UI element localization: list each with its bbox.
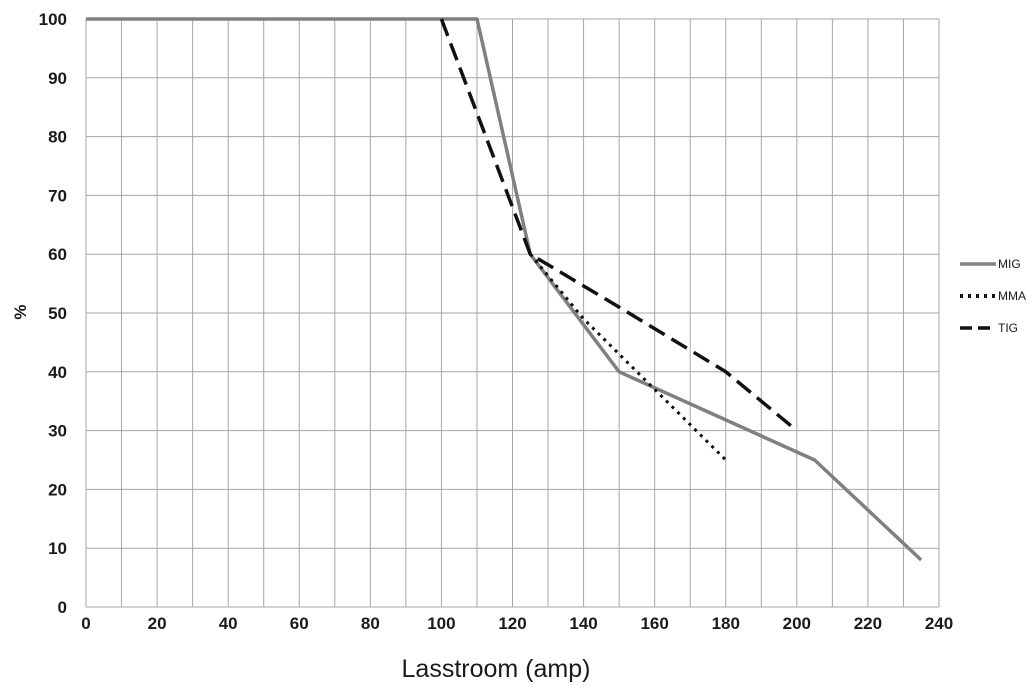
y-axis-ticks: 0 10 20 30 40 50 60 70 80 90 100	[39, 10, 67, 617]
series-line-mig	[86, 17, 923, 562]
series-line-tig	[439, 18, 798, 432]
x-axis-ticks: 0 20 40 60 80 100 120 140 160 180 200 220 240	[81, 614, 953, 633]
legend: MIG MMA TIG	[960, 257, 1026, 335]
x-tick-label: 200	[783, 614, 811, 633]
y-tick-label: 90	[48, 69, 67, 88]
y-tick-label: 100	[39, 10, 67, 29]
x-tick-label: 80	[361, 614, 380, 633]
x-tick-label: 160	[640, 614, 668, 633]
y-tick-label: 70	[48, 186, 67, 205]
y-tick-label: 60	[48, 245, 67, 264]
y-tick-label: 80	[48, 128, 67, 147]
x-tick-label: 180	[712, 614, 740, 633]
legend-label-tig: TIG	[998, 321, 1018, 335]
y-tick-label: 10	[48, 539, 67, 558]
x-tick-label: 20	[148, 614, 167, 633]
y-axis-title: %	[11, 304, 30, 319]
y-tick-label: 20	[48, 480, 67, 499]
legend-label-mma: MMA	[998, 289, 1026, 303]
y-tick-label: 30	[48, 422, 67, 441]
y-tick-label: 0	[58, 598, 67, 617]
x-tick-label: 120	[498, 614, 526, 633]
x-tick-label: 140	[569, 614, 597, 633]
x-tick-label: 0	[81, 614, 90, 633]
x-axis-title: Lasstroom (amp)	[402, 655, 591, 683]
x-tick-label: 240	[925, 614, 953, 633]
x-tick-label: 100	[427, 614, 455, 633]
y-tick-label: 50	[48, 304, 67, 323]
x-tick-label: 220	[854, 614, 882, 633]
y-tick-label: 40	[48, 363, 67, 382]
grid	[85, 18, 940, 608]
x-tick-label: 60	[290, 614, 309, 633]
x-tick-label: 40	[219, 614, 238, 633]
series-line-mma	[529, 253, 727, 462]
series-lines	[86, 17, 923, 562]
legend-label-mig: MIG	[998, 257, 1021, 271]
